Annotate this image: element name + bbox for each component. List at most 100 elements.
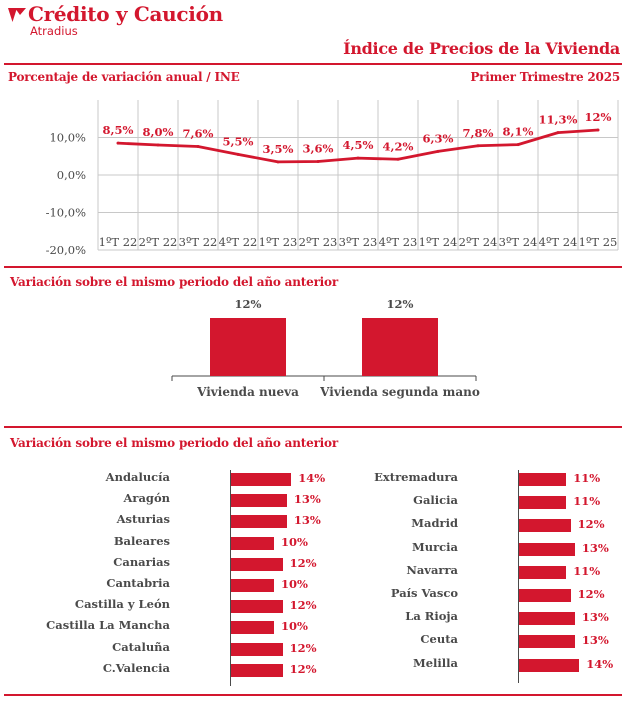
region-label: La Rioja [405,609,458,624]
data-label: 4,2% [383,139,414,153]
section2-title: Variación sobre el mismo periodo del año… [10,275,338,289]
data-point [476,144,480,148]
region-label: Galicia [413,493,458,508]
y-tick-label: -20,0% [46,243,86,257]
data-point [556,131,560,135]
region-label: Extremadura [374,470,458,484]
region-bar [231,663,283,677]
x-tick-label: 3ºT 23 [339,235,378,249]
region-bar [519,612,575,626]
region-label: Cantabria [106,576,170,590]
data-point [236,152,240,156]
brand-logo-icon [8,8,26,22]
region-bar [519,635,575,649]
bar [362,318,438,376]
region-label: Castilla y León [74,597,170,612]
data-point [516,143,520,147]
x-tick-label: 4ºT 22 [219,235,258,249]
region-value: 12% [289,661,317,676]
x-tick-label: 1ºT 24 [419,235,458,249]
x-tick-label: 1ºT 25 [579,235,618,249]
y-axis [230,470,231,686]
region-label: Ceuta [420,632,458,647]
region-bar [519,473,567,486]
region-label: Navarra [406,562,458,577]
region-label: Cataluña [112,639,170,654]
data-point [316,160,320,163]
data-point [436,149,440,153]
data-point [596,128,600,132]
y-tick-label: 10,0% [49,131,86,145]
region-bar [519,519,571,533]
region-value: 11% [573,471,601,485]
x-tick-label: 4ºT 23 [379,235,418,249]
data-label: 7,6% [183,127,214,141]
data-label: 8,5% [103,123,134,137]
region-label: Murcia [412,539,458,554]
region-label: Madrid [411,516,458,531]
section1-title: Porcentaje de variación anual / INE [8,70,240,84]
region-value: 12% [577,587,605,601]
line-chart: 10,0%0,0%-10,0%-20,0%1ºT 22 2ºT 22 3ºT 22 4… [46,100,619,257]
x-tick-label: 3ºT 24 [499,235,538,249]
region-bar [519,565,567,579]
region-bar [231,557,283,571]
region-bar [231,642,283,656]
section1-rule [4,266,622,268]
region-bar [231,473,292,486]
x-tick-label: 4ºT 24 [539,235,578,249]
x-tick-label: 3ºT 22 [179,235,218,249]
region-value: 13% [293,513,321,528]
section2-rule [4,426,622,428]
data-label: 8,0% [143,125,174,139]
report-title: Índice de Precios de la Vivienda [343,39,620,58]
brand-name: Crédito y Caución [28,2,223,26]
x-tick-label: 2ºT 23 [299,235,338,249]
region-value: 13% [293,492,321,507]
y-tick-label: -10,0% [46,206,86,220]
region-label: Asturias [116,512,170,527]
regions-right-chart: Extremadura 11% Galicia 11% Madrid 12% Murcia 1… [318,460,636,685]
header-rule [4,63,622,65]
region-label: Andalucía [105,470,170,484]
data-label: 4,5% [343,138,374,152]
data-label: 12% [387,297,414,311]
y-axis [518,470,519,683]
region-value: 10% [281,534,308,549]
region-label: País Vasco [390,586,458,600]
housing-type-chart: 12% Vivienda nueva 12% Vivienda segunda man… [171,297,480,399]
region-bar [519,496,567,510]
region-value: 12% [577,517,605,532]
region-value: 10% [281,577,308,591]
x-tick-label: 1ºT 23 [259,235,298,249]
region-bar [519,658,580,672]
region-value: 12% [289,555,317,570]
region-label: Castilla La Mancha [46,618,170,633]
region-label: Canarias [113,554,170,569]
x-tick-label: 2ºT 24 [459,235,498,249]
region-value: 14% [586,656,614,671]
footer-rule [4,694,622,696]
region-value: 12% [289,598,317,613]
region-value: 11% [573,494,601,509]
section3-title: Variación sobre el mismo periodo del año… [10,436,338,450]
region-bar [231,515,287,529]
data-label: 3,6% [303,142,334,156]
period-label: Primer Trimestre 2025 [470,70,620,84]
region-label: C.Valencia [102,660,170,675]
region-label: Aragón [123,491,170,506]
region-bar [231,579,274,592]
region-value: 10% [281,619,308,634]
region-value: 14% [298,471,326,485]
data-label: 6,3% [423,131,454,145]
brand-subtitle: Atradius [30,24,78,38]
region-value: 13% [581,633,609,648]
data-point [156,143,160,147]
data-label: 7,8% [463,126,494,140]
regions-left-chart: Andalucía 14% Aragón 13% Asturias 13% Baleares… [0,460,325,686]
region-value: 12% [289,640,317,655]
region-value: 13% [581,610,609,625]
data-point [356,156,360,160]
bar [210,318,286,376]
y-tick-label: 0,0% [57,168,86,182]
